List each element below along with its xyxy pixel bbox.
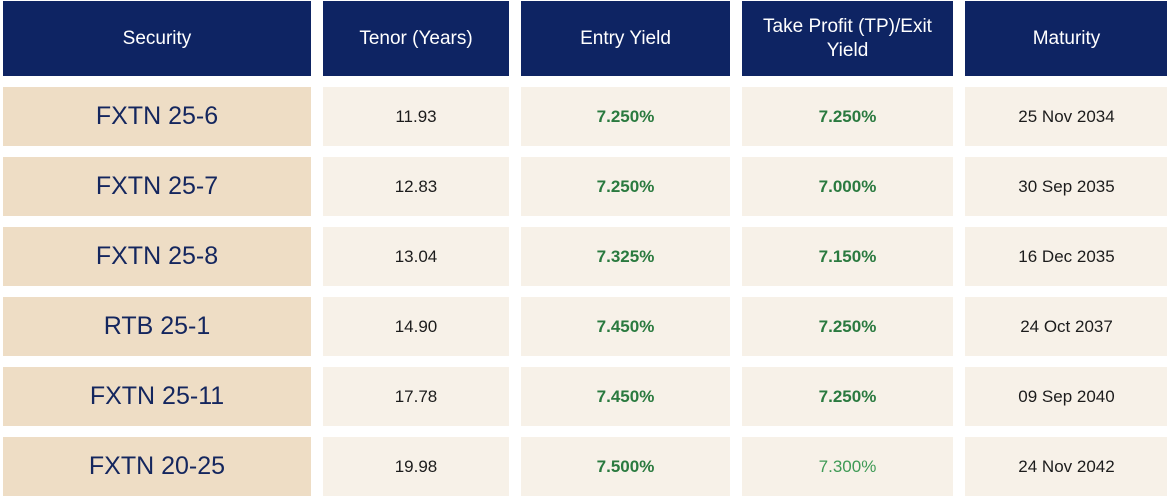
entry-yield-value: 7.250% xyxy=(521,87,730,146)
security-name: FXTN 20-25 xyxy=(3,437,311,496)
tenor-value: 17.78 xyxy=(323,367,509,426)
tenor-value: 11.93 xyxy=(323,87,509,146)
tenor-value: 12.83 xyxy=(323,157,509,216)
tp-yield-value: 7.250% xyxy=(742,367,953,426)
header-tp-exit-yield: Take Profit (TP)/Exit Yield xyxy=(742,1,953,76)
security-name: FXTN 25-11 xyxy=(3,367,311,426)
tp-yield-value: 7.250% xyxy=(742,297,953,356)
maturity-value: 24 Oct 2037 xyxy=(965,297,1167,356)
tenor-value: 13.04 xyxy=(323,227,509,286)
tp-yield-value: 7.300% xyxy=(742,437,953,496)
header-tenor: Tenor (Years) xyxy=(323,1,509,76)
tp-yield-value: 7.000% xyxy=(742,157,953,216)
tenor-value: 19.98 xyxy=(323,437,509,496)
header-entry-yield: Entry Yield xyxy=(521,1,730,76)
entry-yield-value: 7.450% xyxy=(521,297,730,356)
security-name: FXTN 25-6 xyxy=(3,87,311,146)
maturity-value: 25 Nov 2034 xyxy=(965,87,1167,146)
security-name: RTB 25-1 xyxy=(3,297,311,356)
maturity-value: 24 Nov 2042 xyxy=(965,437,1167,496)
header-maturity: Maturity xyxy=(965,1,1167,76)
entry-yield-value: 7.500% xyxy=(521,437,730,496)
entry-yield-value: 7.325% xyxy=(521,227,730,286)
maturity-value: 16 Dec 2035 xyxy=(965,227,1167,286)
maturity-value: 30 Sep 2035 xyxy=(965,157,1167,216)
security-name: FXTN 25-7 xyxy=(3,157,311,216)
entry-yield-value: 7.450% xyxy=(521,367,730,426)
securities-table: Security Tenor (Years) Entry Yield Take … xyxy=(3,1,1167,496)
maturity-value: 09 Sep 2040 xyxy=(965,367,1167,426)
tp-yield-value: 7.150% xyxy=(742,227,953,286)
security-name: FXTN 25-8 xyxy=(3,227,311,286)
tp-yield-value: 7.250% xyxy=(742,87,953,146)
entry-yield-value: 7.250% xyxy=(521,157,730,216)
tenor-value: 14.90 xyxy=(323,297,509,356)
header-security: Security xyxy=(3,1,311,76)
